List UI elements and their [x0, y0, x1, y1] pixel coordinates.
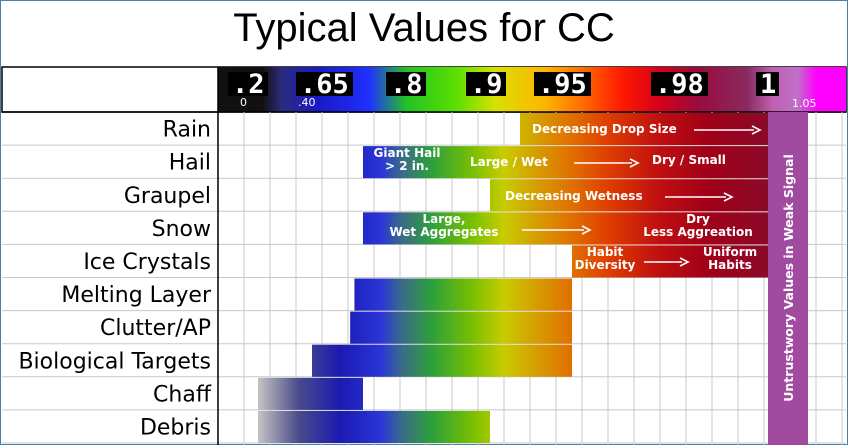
color-scale-labels: .2 .65 .8 .9 .95 .98 1 0 .40 1.05 [228, 69, 817, 110]
row-label: Chaff [153, 382, 212, 407]
scale-label: .8 [390, 69, 423, 100]
annotation-arrowhead [723, 192, 734, 202]
annotation-text: Giant Hail > 2 in. [374, 146, 441, 173]
scale-label-box [228, 72, 268, 96]
scale-label-box [534, 72, 591, 96]
chart-title: Typical Values for CC [233, 6, 615, 50]
scale-label-box [756, 72, 779, 96]
scale-label: .2 [232, 69, 265, 100]
annotation-text: Decreasing Drop Size [532, 122, 677, 136]
annotation-text: Dry Less Aggreation [643, 212, 753, 239]
bar-debris [258, 410, 490, 443]
annotation-text: Large, Wet Aggregates [389, 212, 498, 239]
annotation-arrowhead [629, 158, 640, 168]
annotation-text: Uniform Habits [703, 245, 757, 272]
scale-minor-label: 0 [240, 96, 247, 109]
row-label: Biological Targets [18, 349, 211, 374]
scale-label-box [386, 72, 426, 96]
weak-signal-column [768, 112, 808, 445]
row-label: Graupel [124, 184, 211, 209]
annotation-text: Habit Diversity [575, 245, 636, 272]
bar-clutter-ap [350, 311, 572, 344]
scale-minor-label: .40 [298, 96, 316, 109]
bar-rain [520, 113, 768, 146]
annotation-arrowhead [581, 225, 592, 235]
bar-chaff [258, 377, 363, 410]
scale-minor-label: 1.05 [792, 97, 817, 110]
annotation-text: Large / Wet [470, 155, 548, 169]
row-label: Debris [140, 415, 211, 440]
row-label: Clutter/AP [100, 316, 211, 341]
annotation-text: Decreasing Wetness [505, 189, 643, 203]
scale-label-box [296, 72, 353, 96]
scale-label: .95 [538, 69, 587, 100]
row-label: Ice Crystals [83, 250, 211, 275]
annotations: Decreasing Drop Size Giant Hail > 2 in. Lar… [374, 122, 762, 272]
row-label: Melting Layer [61, 283, 212, 308]
scale-label: 1 [760, 69, 776, 100]
bar-graupel [490, 179, 768, 212]
bar-snow [363, 212, 768, 245]
annotation-text: Dry / Small [652, 153, 726, 167]
scale-label-box [651, 72, 708, 96]
row-label: Hail [169, 151, 211, 176]
bar-biological-targets [312, 344, 572, 377]
scale-label: .9 [470, 69, 503, 100]
bar-hail [363, 146, 768, 179]
annotation-arrowhead [751, 125, 762, 135]
row-labels: Rain Hail Graupel Snow Ice Crystals Melting L… [18, 118, 211, 441]
scale-label-box [466, 72, 506, 96]
scale-label: .98 [655, 69, 704, 100]
bars [258, 113, 768, 443]
side-label: Untrustwory Values in Weak Signal [781, 154, 796, 402]
scale-label: .65 [300, 69, 349, 100]
annotation-arrowhead [679, 257, 690, 267]
bar-melting-layer [354, 278, 572, 311]
row-label: Snow [152, 217, 211, 242]
row-label: Rain [163, 118, 211, 143]
